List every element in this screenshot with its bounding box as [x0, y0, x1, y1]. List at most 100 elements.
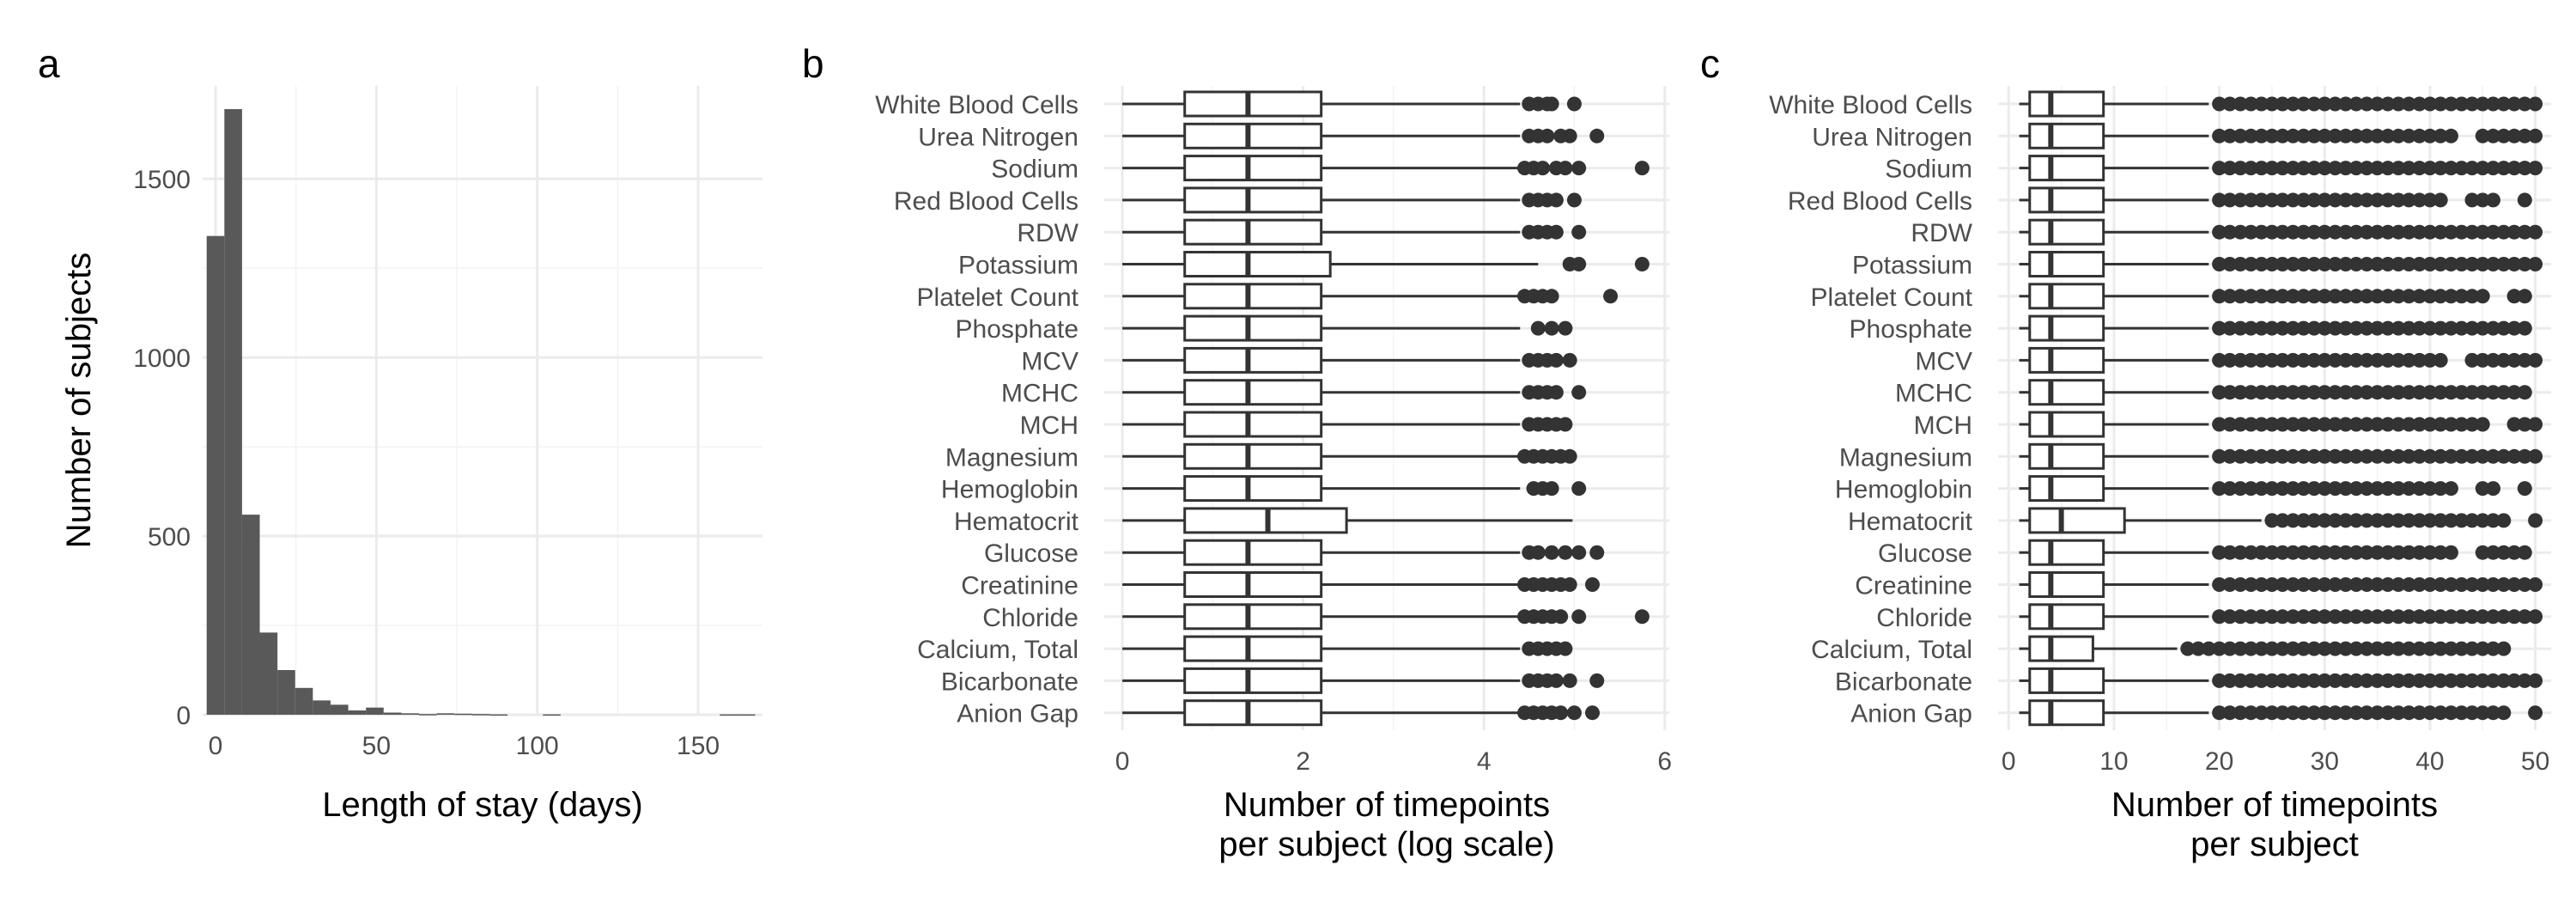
outlier-point	[2306, 641, 2322, 656]
category-label: MCH	[1020, 411, 1078, 440]
outlier-point	[2433, 673, 2448, 688]
outlier-point	[2443, 128, 2458, 143]
x-tick-label: 0	[1115, 747, 1130, 776]
outlier-point	[2464, 417, 2480, 432]
iqr-box	[2028, 571, 2105, 598]
outlier-point	[2464, 289, 2480, 304]
outlier-point	[2391, 352, 2406, 368]
outlier-point	[1548, 352, 1564, 368]
outlier-point	[2328, 481, 2343, 497]
outlier-point	[2212, 641, 2227, 656]
outlier-point	[2422, 481, 2438, 497]
outlier-point	[2401, 320, 2416, 336]
category-label: Glucose	[1878, 539, 1972, 568]
outlier-point	[2422, 673, 2438, 688]
outlier-point	[2306, 513, 2322, 528]
category-label: MCV	[1021, 347, 1078, 375]
outlier-point	[2475, 192, 2490, 208]
outlier-point	[2496, 128, 2512, 143]
outlier-point	[2486, 673, 2501, 688]
outlier-point	[2433, 577, 2448, 592]
outlier-point	[2233, 448, 2248, 464]
outlier-point	[2443, 705, 2458, 721]
outlier-point	[1634, 609, 1649, 625]
outlier-point	[2506, 577, 2522, 592]
outlier-point	[2338, 417, 2354, 432]
outlier-point	[2454, 513, 2470, 528]
outlier-point	[2317, 673, 2332, 688]
outlier-point	[2401, 224, 2416, 240]
category-label: Phosphate	[956, 315, 1078, 344]
outlier-point	[2328, 609, 2343, 625]
outlier-point	[2212, 577, 2227, 592]
iqr-box	[2028, 90, 2105, 118]
outlier-point	[2338, 481, 2354, 497]
outlier-point	[2275, 96, 2290, 112]
outlier-point	[2401, 161, 2416, 176]
outlier-point	[2380, 481, 2396, 497]
category-label: Platelet Count	[917, 283, 1079, 312]
iqr-box	[2028, 603, 2105, 631]
outlier-point	[2285, 352, 2300, 368]
outlier-point	[2517, 161, 2532, 176]
outlier-point	[2454, 320, 2470, 336]
outlier-point	[2338, 96, 2354, 112]
outlier-point	[2433, 289, 2448, 304]
outlier-point	[2243, 352, 2258, 368]
outlier-point	[1566, 192, 1582, 208]
outlier-point	[2233, 481, 2248, 497]
outlier-point	[2517, 224, 2532, 240]
outlier-point	[2254, 448, 2269, 464]
outlier-point	[2233, 545, 2248, 560]
outlier-point	[2212, 289, 2227, 304]
outlier-point	[2496, 224, 2512, 240]
outlier-point	[2486, 513, 2501, 528]
outlier-point	[2348, 289, 2364, 304]
outlier-point	[2243, 224, 2258, 240]
x-tick-label: 4	[1477, 747, 1492, 776]
outlier-point	[2296, 257, 2312, 271]
outlier-point	[2517, 192, 2532, 208]
outlier-point	[2328, 257, 2343, 271]
outlier-point	[2296, 545, 2312, 560]
outlier-point	[1553, 705, 1569, 721]
outlier-point	[2348, 641, 2364, 656]
iqr-box	[1183, 667, 1323, 694]
iqr-box	[1183, 314, 1323, 342]
outlier-point	[2328, 352, 2343, 368]
outlier-point	[2285, 385, 2300, 400]
outlier-point	[2285, 224, 2300, 240]
outlier-point	[2528, 417, 2543, 432]
outlier-point	[2317, 641, 2332, 656]
panel-letter-a: a	[38, 41, 60, 86]
outlier-point	[2401, 257, 2416, 271]
outlier-point	[2348, 385, 2364, 400]
outlier-point	[1562, 673, 1577, 688]
outlier-point	[1544, 96, 1559, 112]
outlier-point	[2370, 513, 2385, 528]
outlier-point	[2254, 352, 2269, 368]
outlier-point	[2243, 257, 2258, 271]
outlier-point	[2328, 705, 2343, 721]
outlier-point	[2517, 481, 2532, 497]
iqr-box	[1183, 603, 1323, 631]
outlier-point	[1562, 577, 1577, 592]
outlier-point	[1585, 577, 1601, 592]
outlier-point	[2275, 545, 2290, 560]
outlier-point	[2275, 705, 2290, 721]
outlier-point	[2317, 128, 2332, 143]
outlier-point	[2359, 289, 2374, 304]
x-axis-title-line: Number of timepoints	[2111, 786, 2438, 824]
outlier-point	[2359, 448, 2374, 464]
outlier-point	[2391, 320, 2406, 336]
outlier-point	[2433, 96, 2448, 112]
outlier-point	[2486, 128, 2501, 143]
outlier-point	[2391, 257, 2406, 271]
outlier-point	[2317, 385, 2332, 400]
outlier-point	[2264, 481, 2280, 497]
iqr-box	[1183, 251, 1332, 277]
outlier-point	[2275, 128, 2290, 143]
outlier-point	[2233, 673, 2248, 688]
outlier-point	[2233, 192, 2248, 208]
outlier-point	[2454, 705, 2470, 721]
